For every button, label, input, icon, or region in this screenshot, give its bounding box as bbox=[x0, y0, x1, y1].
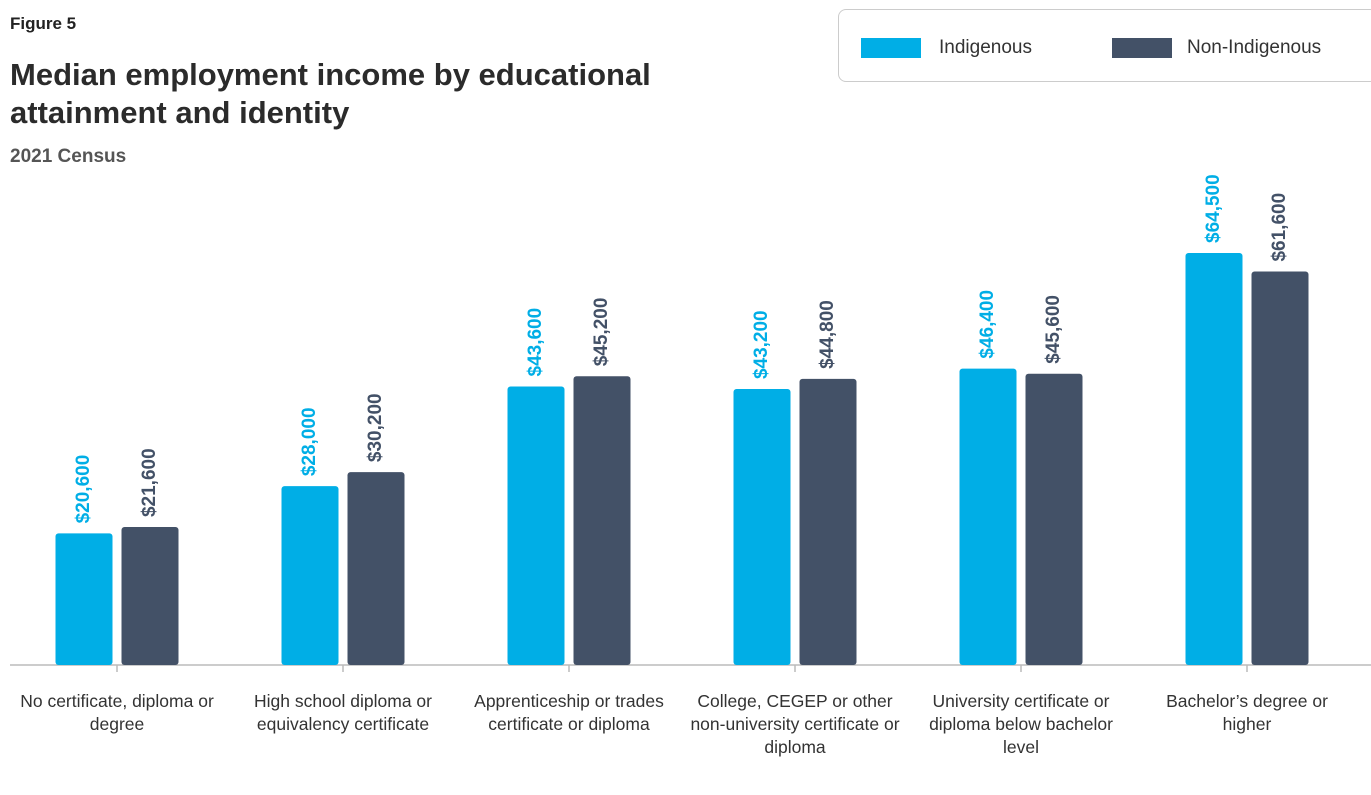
bar bbox=[573, 376, 631, 665]
bar bbox=[121, 527, 179, 665]
x-tick-label: No certificate, diploma or degree bbox=[20, 691, 214, 734]
bar bbox=[507, 386, 565, 665]
x-tick-label: College, CEGEP or other non-university c… bbox=[690, 691, 900, 757]
value-label: $61,600 bbox=[1269, 193, 1290, 262]
x-tick-label: High school diploma or equivalency certi… bbox=[253, 691, 432, 734]
bar bbox=[959, 368, 1017, 665]
value-label: $43,600 bbox=[525, 308, 546, 377]
legend-swatch bbox=[861, 38, 921, 58]
figure-label: Figure 5 bbox=[10, 14, 77, 33]
bar bbox=[1025, 373, 1083, 665]
x-tick-label: Bachelor’s degree or higher bbox=[1166, 691, 1328, 734]
bar bbox=[733, 389, 791, 665]
bar bbox=[1251, 271, 1309, 665]
chart-subtitle: 2021 Census bbox=[10, 146, 127, 167]
bar bbox=[1185, 253, 1243, 665]
value-label: $45,600 bbox=[1043, 295, 1064, 364]
value-label: $44,800 bbox=[817, 300, 838, 369]
legend-swatch bbox=[1112, 38, 1172, 58]
legend-label: Indigenous bbox=[939, 37, 1032, 58]
bar bbox=[799, 378, 857, 665]
value-label: $20,600 bbox=[73, 455, 94, 524]
value-label: $64,500 bbox=[1203, 174, 1224, 243]
x-tick-label: Apprenticeship or trades certificate or … bbox=[474, 691, 664, 734]
value-label: $30,200 bbox=[365, 393, 386, 462]
value-label: $46,400 bbox=[977, 290, 998, 359]
legend: Indigenous Non-Indigenous bbox=[838, 9, 1371, 82]
chart-title: Median employment income by educational … bbox=[10, 57, 651, 130]
value-label: $43,200 bbox=[751, 310, 772, 379]
bar bbox=[281, 486, 339, 665]
value-label: $21,600 bbox=[139, 448, 160, 517]
x-tick-label: University certificate or diploma below … bbox=[929, 691, 1113, 757]
value-label: $45,200 bbox=[591, 298, 612, 367]
value-label: $28,000 bbox=[299, 407, 320, 476]
bar bbox=[55, 533, 113, 665]
bar bbox=[347, 472, 405, 665]
legend-label: Non-Indigenous bbox=[1187, 37, 1322, 58]
